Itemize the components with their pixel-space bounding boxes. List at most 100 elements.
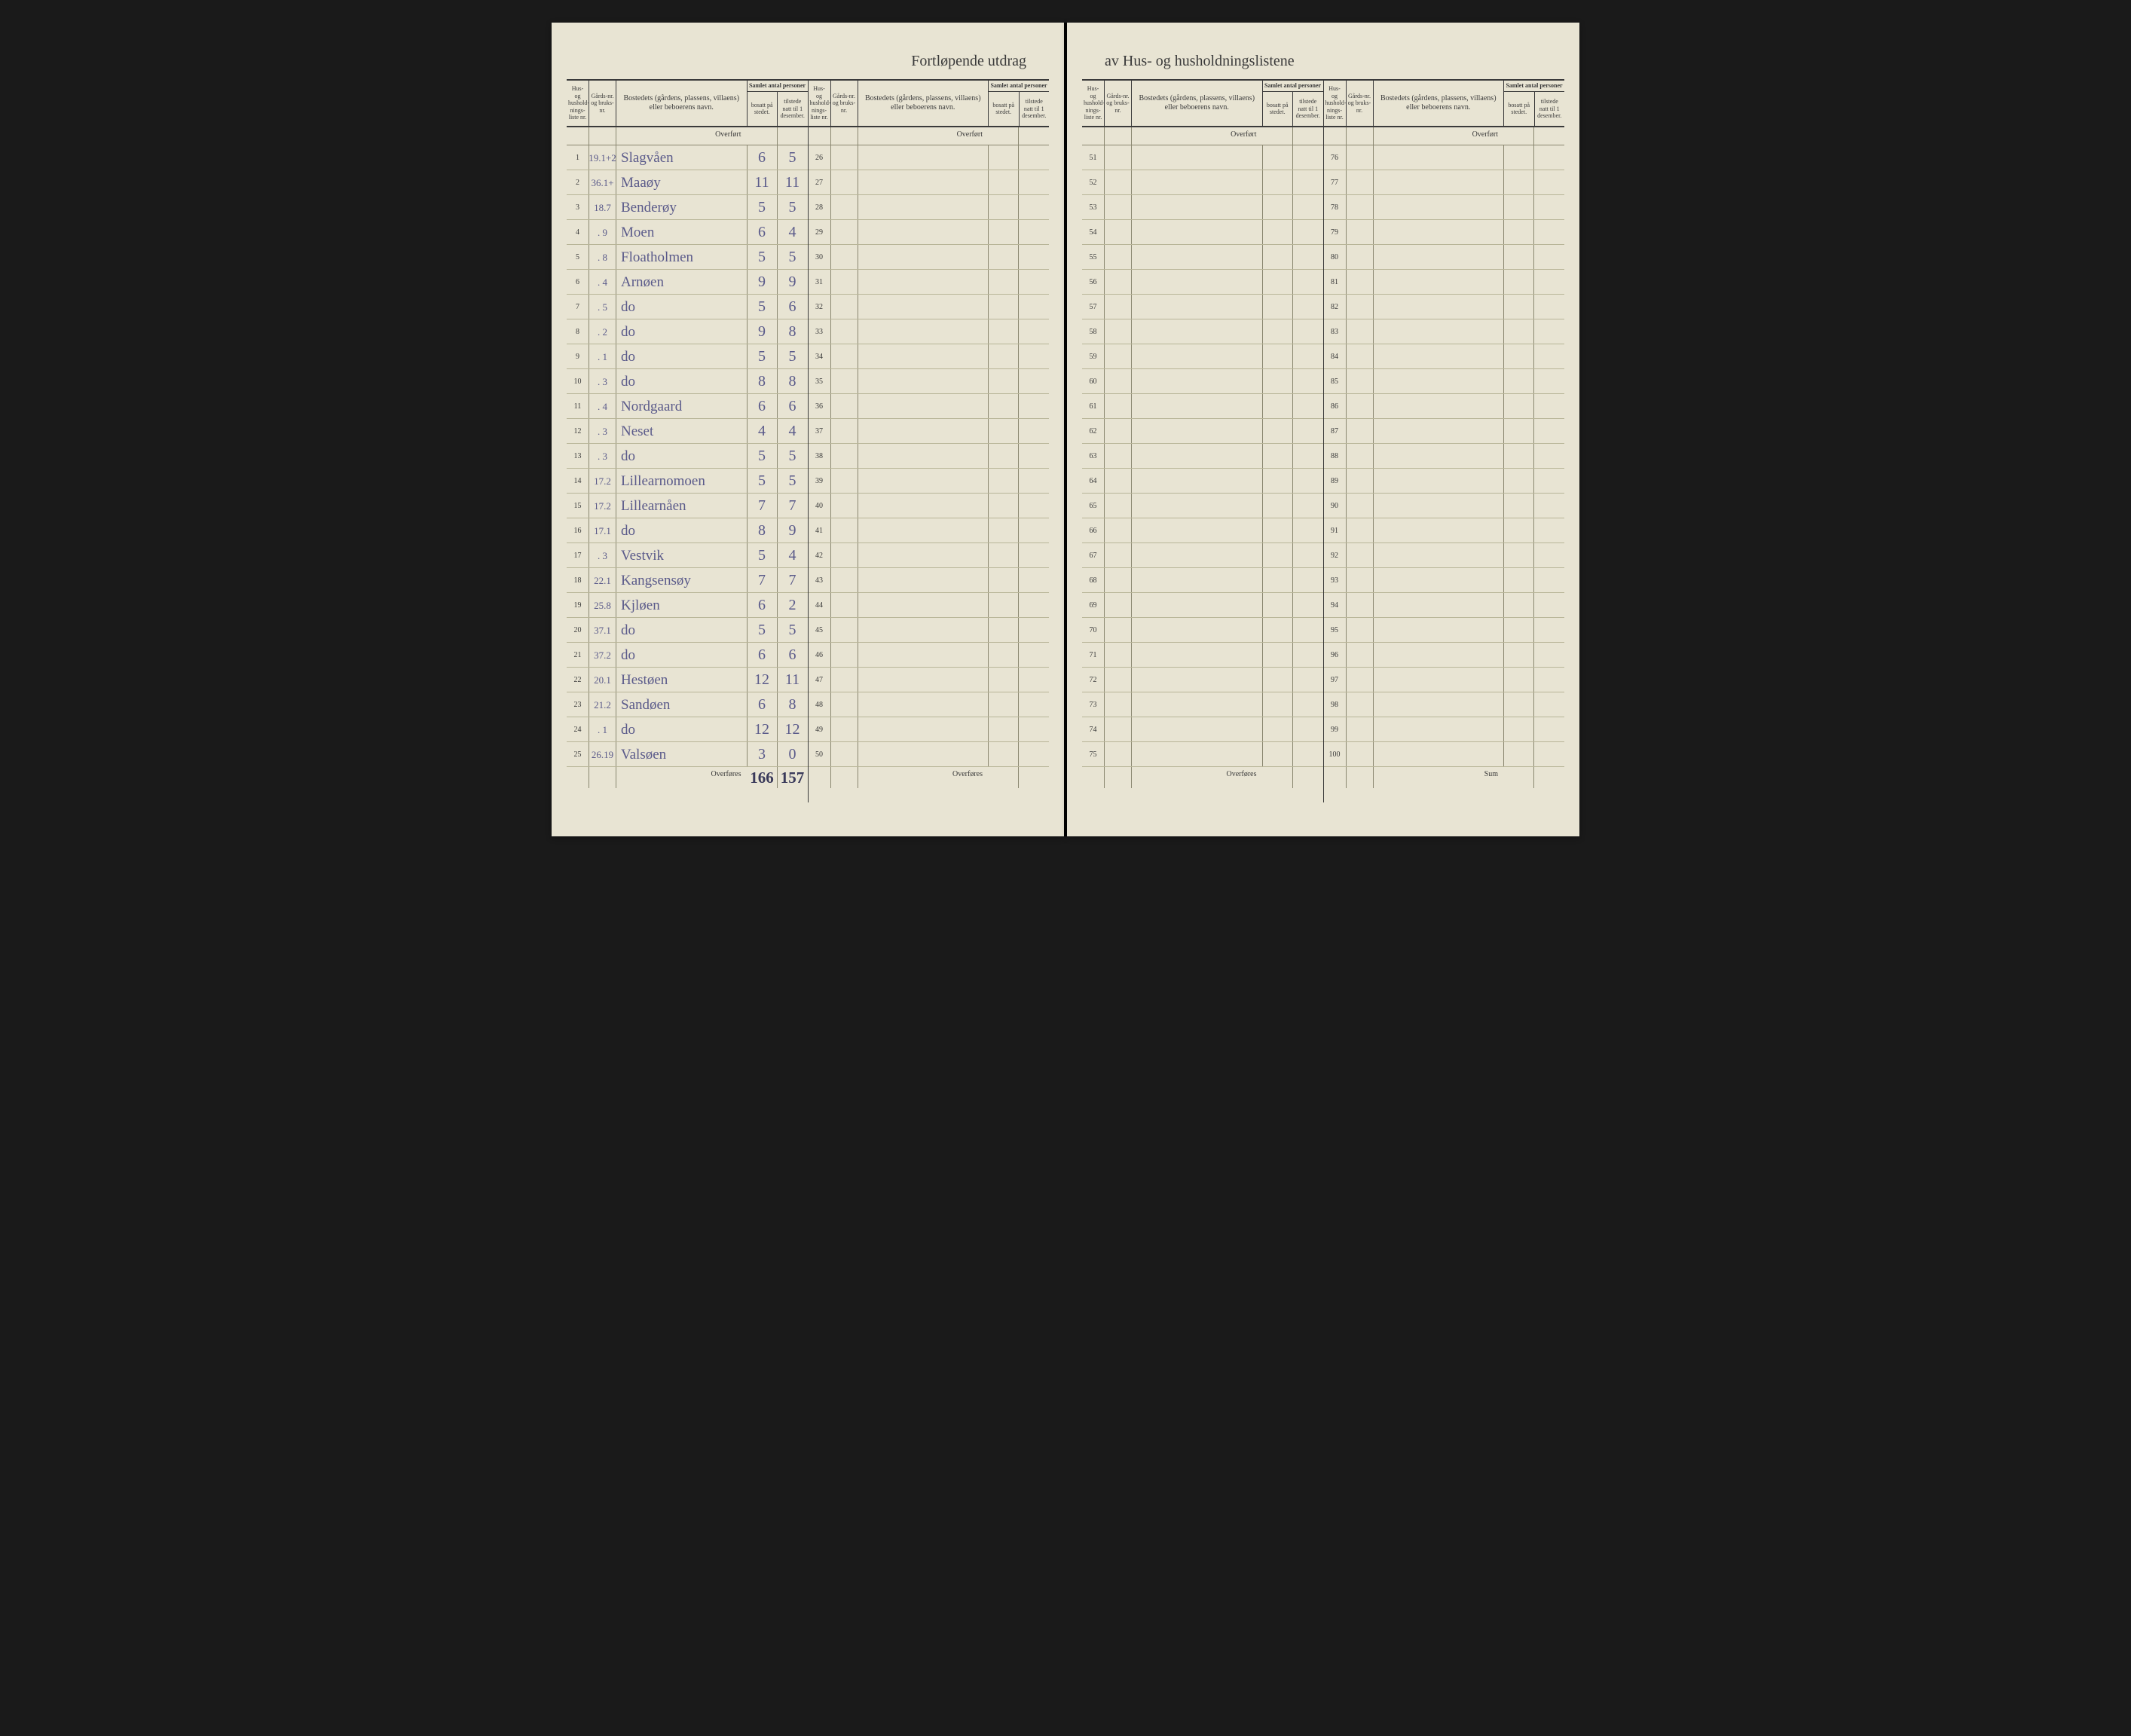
bosted-cell: Lillearnåen [616, 494, 748, 518]
tilstede-cell: 9 [778, 270, 808, 294]
bosted-cell: do [616, 518, 748, 542]
table-row: 7. 5do56 [567, 295, 808, 319]
tilstede-cell: 9 [778, 518, 808, 542]
left-columns: Hus- og hushold-nings-liste nr. Gårds-nr… [567, 79, 1049, 802]
row-number: 34 [809, 344, 831, 368]
row-number: 22 [567, 668, 589, 692]
table-row: 88 [1324, 444, 1565, 469]
overfort-row: Overført [1082, 127, 1323, 145]
bosted-cell: Floatholmen [616, 245, 748, 269]
table-row: 32 [809, 295, 1050, 319]
gard-cell: 17.2 [589, 469, 616, 493]
row-number: 5 [567, 245, 589, 269]
gard-cell: 17.2 [589, 494, 616, 518]
table-row: 119.1+2Slagvåen65 [567, 145, 808, 170]
gard-cell: . 2 [589, 319, 616, 344]
row-number: 21 [567, 643, 589, 667]
tilstede-cell: 7 [778, 568, 808, 592]
table-row: 5. 8Floatholmen55 [567, 245, 808, 270]
gard-cell: 25.8 [589, 593, 616, 617]
row-number: 17 [567, 543, 589, 567]
left-page: Fortløpende utdrag Hus- og hushold-nings… [552, 23, 1064, 836]
tilstede-cell: 11 [778, 170, 808, 194]
panel-4: Hus- og hushold-nings-liste nr. Gårds-nr… [1323, 79, 1565, 802]
bosatt-cell: 5 [748, 245, 778, 269]
bosatt-cell: 8 [748, 518, 778, 542]
row-number: 81 [1324, 270, 1347, 294]
table-row: 2526.19Valsøen30 [567, 742, 808, 767]
bosted-cell: Arnøen [616, 270, 748, 294]
table-row: 46 [809, 643, 1050, 668]
table-row: 10. 3do88 [567, 369, 808, 394]
row-number: 45 [809, 618, 831, 642]
table-row: 100 [1324, 742, 1565, 767]
bosatt-cell: 6 [748, 692, 778, 717]
table-row: 13. 3do55 [567, 444, 808, 469]
table-row: 73 [1082, 692, 1323, 717]
header-row: Hus- og hushold-nings-liste nr. Gårds-nr… [1324, 81, 1565, 127]
table-row: 236.1+Maaøy1111 [567, 170, 808, 195]
gard-cell: . 3 [589, 369, 616, 393]
bosatt-cell: 5 [748, 618, 778, 642]
gard-cell: 26.19 [589, 742, 616, 766]
header-personer-super: Samlet antal personer [748, 81, 808, 92]
table-row: 68 [1082, 568, 1323, 593]
table-row: 2037.1do55 [567, 618, 808, 643]
row-number: 77 [1324, 170, 1347, 194]
table-row: 93 [1324, 568, 1565, 593]
row-number: 90 [1324, 494, 1347, 518]
table-row: 1925.8Kjløen62 [567, 593, 808, 618]
document-spread: Fortløpende utdrag Hus- og hushold-nings… [552, 23, 1579, 836]
table-row: 97 [1324, 668, 1565, 692]
row-number: 30 [809, 245, 831, 269]
table-row: 95 [1324, 618, 1565, 643]
row-number: 71 [1082, 643, 1105, 667]
panel3-body: Overført 5152535455565758596061626364656… [1082, 127, 1323, 802]
table-row: 72 [1082, 668, 1323, 692]
row-number: 41 [809, 518, 831, 542]
gard-cell: 37.1 [589, 618, 616, 642]
table-row: 36 [809, 394, 1050, 419]
bosatt-cell: 5 [748, 195, 778, 219]
tilstede-cell: 12 [778, 717, 808, 741]
table-row: 47 [809, 668, 1050, 692]
tilstede-cell: 6 [778, 643, 808, 667]
row-number: 24 [567, 717, 589, 741]
bosatt-cell: 5 [748, 344, 778, 368]
bosted-cell: Slagvåen [616, 145, 748, 170]
row-number: 23 [567, 692, 589, 717]
bosted-cell: do [616, 444, 748, 468]
bosted-cell: do [616, 295, 748, 319]
bosatt-cell: 7 [748, 494, 778, 518]
bosatt-cell: 9 [748, 270, 778, 294]
bosatt-cell: 5 [748, 469, 778, 493]
row-number: 92 [1324, 543, 1347, 567]
tilstede-cell: 5 [778, 344, 808, 368]
row-number: 36 [809, 394, 831, 418]
row-number: 3 [567, 195, 589, 219]
row-number: 73 [1082, 692, 1105, 717]
row-number: 44 [809, 593, 831, 617]
row-number: 99 [1324, 717, 1347, 741]
tilstede-cell: 8 [778, 319, 808, 344]
panel-2: Hus- og hushold-nings-liste nr. Gårds-nr… [808, 79, 1050, 802]
row-number: 18 [567, 568, 589, 592]
bosted-cell: Hestøen [616, 668, 748, 692]
row-number: 83 [1324, 319, 1347, 344]
table-row: 61 [1082, 394, 1323, 419]
gard-cell: . 3 [589, 419, 616, 443]
bosted-cell: Vestvik [616, 543, 748, 567]
row-number: 50 [809, 742, 831, 766]
table-row: 70 [1082, 618, 1323, 643]
header-row: Hus- og hushold-nings-liste nr. Gårds-nr… [1082, 81, 1323, 127]
overfort-row: Overført [1324, 127, 1565, 145]
table-row: 40 [809, 494, 1050, 518]
gard-cell: . 9 [589, 220, 616, 244]
row-number: 1 [567, 145, 589, 170]
tilstede-cell: 5 [778, 469, 808, 493]
row-number: 25 [567, 742, 589, 766]
panel2-body: Overført 2627282930313233343536373839404… [809, 127, 1050, 802]
bosted-cell: Nordgaard [616, 394, 748, 418]
table-row: 81 [1324, 270, 1565, 295]
table-row: 6. 4Arnøen99 [567, 270, 808, 295]
